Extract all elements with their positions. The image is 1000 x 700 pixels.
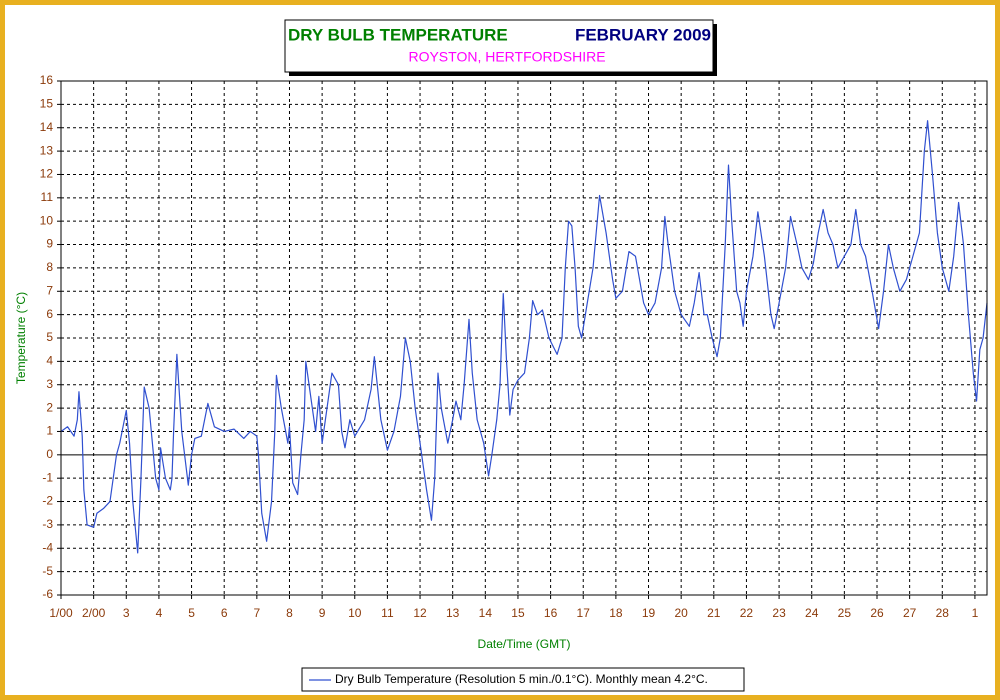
x-tick-label: 23 bbox=[772, 606, 786, 620]
x-tick-label: 18 bbox=[609, 606, 623, 620]
x-tick-label: 21 bbox=[707, 606, 721, 620]
x-tick-label: 22 bbox=[740, 606, 754, 620]
x-tick-label: 15 bbox=[511, 606, 525, 620]
x-tick-label: 10 bbox=[348, 606, 362, 620]
x-tick-label: 14 bbox=[479, 606, 493, 620]
x-axis-label: Date/Time (GMT) bbox=[478, 637, 571, 651]
plot-border bbox=[60, 80, 988, 596]
x-tick-label: 16 bbox=[544, 606, 558, 620]
x-tick-label: 17 bbox=[577, 606, 591, 620]
y-tick-label: -3 bbox=[42, 517, 53, 531]
y-tick-label: 12 bbox=[40, 167, 54, 181]
y-tick-label: 6 bbox=[46, 307, 53, 321]
x-tick-label: 20 bbox=[674, 606, 688, 620]
y-tick-label: 10 bbox=[40, 213, 54, 227]
plot bbox=[60, 120, 988, 554]
title-box bbox=[284, 19, 714, 73]
x-tick-label: 6 bbox=[221, 606, 228, 620]
x-tick-label: 12 bbox=[413, 606, 427, 620]
x-tick-label: 24 bbox=[805, 606, 819, 620]
y-axis-label: Temperature (°C) bbox=[14, 292, 28, 384]
y-tick-label: 13 bbox=[40, 143, 54, 157]
y-tick-label: 15 bbox=[40, 97, 54, 111]
y-tick-label: 4 bbox=[46, 354, 53, 368]
x-tick-label: 28 bbox=[936, 606, 950, 620]
y-tick-label: 14 bbox=[40, 120, 54, 134]
chart-subtitle: ROYSTON, HERTFORDSHIRE bbox=[408, 49, 605, 65]
x-tick-label: 4 bbox=[156, 606, 163, 620]
chart-title: DRY BULB TEMPERATURE bbox=[288, 25, 508, 44]
legend-label: Dry Bulb Temperature (Resolution 5 min./… bbox=[335, 672, 708, 686]
y-tick-label: -5 bbox=[42, 564, 53, 578]
x-tick-label: 11 bbox=[381, 606, 394, 620]
x-tick-label: 7 bbox=[253, 606, 260, 620]
y-tick-label: 2 bbox=[46, 400, 53, 414]
x-tick-label: 5 bbox=[188, 606, 195, 620]
line-series bbox=[60, 120, 988, 554]
x-tick-label: 1 bbox=[972, 606, 979, 620]
y-tick-label: 9 bbox=[46, 237, 53, 251]
x-tick-label: 1/00 bbox=[49, 606, 73, 620]
chart-title-date: FEBRUARY 2009 bbox=[575, 25, 711, 44]
x-tick-label: 19 bbox=[642, 606, 656, 620]
y-tick-label: 3 bbox=[46, 377, 53, 391]
y-tick-label: 1 bbox=[46, 424, 53, 438]
legend bbox=[301, 667, 745, 692]
x-tick-label: 13 bbox=[446, 606, 460, 620]
grid bbox=[57, 80, 987, 599]
x-tick-label: 3 bbox=[123, 606, 130, 620]
x-tick-label: 25 bbox=[838, 606, 852, 620]
y-tick-label: -2 bbox=[42, 494, 53, 508]
x-tick-label: 8 bbox=[286, 606, 293, 620]
y-tick-label: 5 bbox=[46, 330, 53, 344]
y-tick-label: 16 bbox=[40, 73, 54, 87]
x-tick-label: 27 bbox=[903, 606, 917, 620]
x-tick-label: 9 bbox=[319, 606, 326, 620]
y-tick-label: -6 bbox=[42, 587, 53, 601]
y-tick-label: 0 bbox=[46, 447, 53, 461]
y-tick-label: -4 bbox=[42, 540, 53, 554]
x-tick-label: 2/00 bbox=[82, 606, 106, 620]
x-tick-label: 26 bbox=[870, 606, 884, 620]
y-tick-label: -1 bbox=[42, 470, 53, 484]
y-tick-label: 11 bbox=[41, 190, 54, 204]
y-tick-label: 8 bbox=[46, 260, 53, 274]
y-tick-label: 7 bbox=[46, 283, 53, 297]
